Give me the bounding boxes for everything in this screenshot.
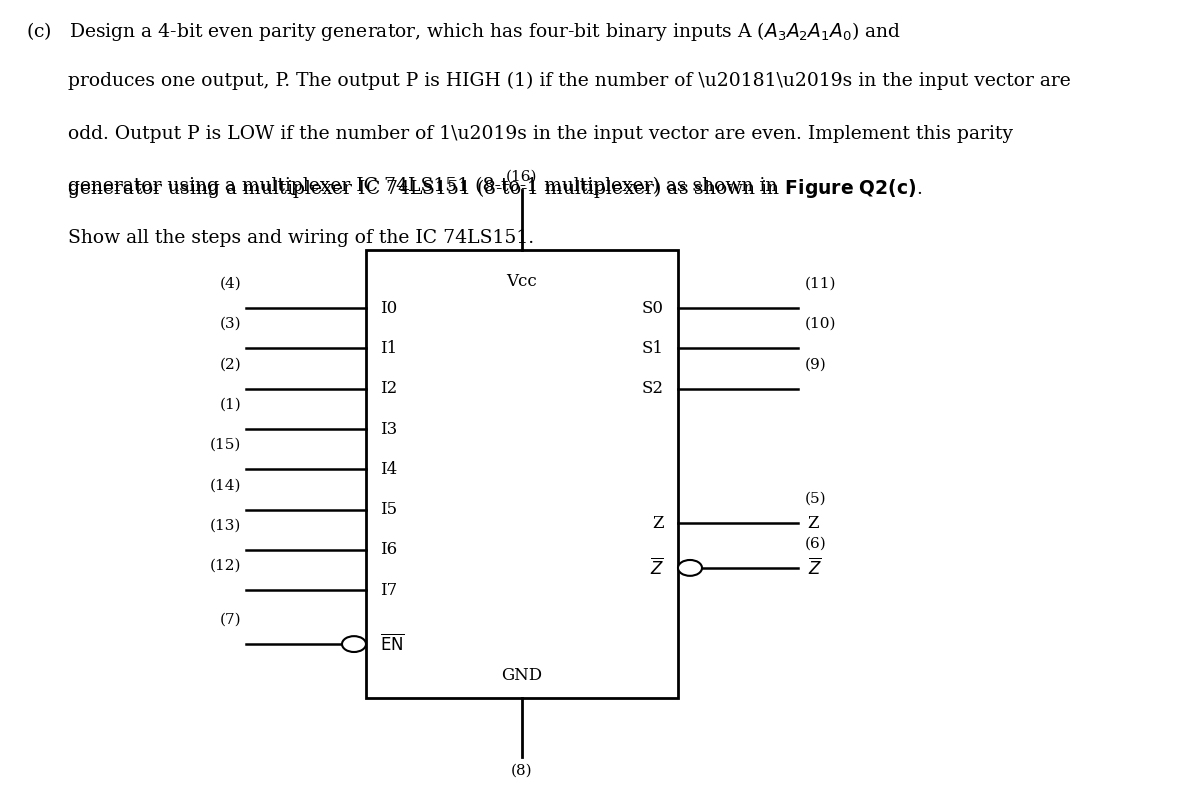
Text: (6): (6): [805, 536, 827, 550]
Text: I5: I5: [380, 501, 397, 518]
Text: (12): (12): [210, 559, 241, 573]
Text: (16): (16): [506, 170, 538, 184]
Text: (8): (8): [511, 764, 533, 778]
Text: I1: I1: [380, 340, 397, 357]
Text: (9): (9): [805, 357, 827, 371]
Text: (c)   Design a 4-bit even parity generator, which has four-bit binary inputs A (: (c) Design a 4-bit even parity generator…: [26, 20, 901, 43]
Text: (4): (4): [220, 277, 241, 290]
Circle shape: [342, 636, 366, 652]
Text: (11): (11): [805, 277, 836, 290]
Text: (2): (2): [220, 357, 241, 371]
Text: $\overline{Z}$: $\overline{Z}$: [808, 557, 822, 578]
Text: $\overline{\mathrm{EN}}$: $\overline{\mathrm{EN}}$: [380, 634, 406, 654]
Text: S1: S1: [642, 340, 664, 357]
Text: Show all the steps and wiring of the IC 74LS151.: Show all the steps and wiring of the IC …: [26, 229, 534, 247]
Text: (13): (13): [210, 519, 241, 533]
Bar: [366, 250, 678, 698]
Text: Vcc: Vcc: [506, 273, 538, 289]
Text: I6: I6: [380, 542, 397, 558]
Text: I4: I4: [380, 461, 397, 478]
Text: $\overline{Z}$: $\overline{Z}$: [649, 557, 664, 578]
Text: Z: Z: [652, 515, 664, 531]
Text: I2: I2: [380, 380, 397, 397]
Circle shape: [678, 560, 702, 576]
Text: (1): (1): [220, 397, 241, 412]
Text: (5): (5): [805, 492, 827, 506]
Text: (3): (3): [220, 317, 241, 331]
Text: I7: I7: [380, 582, 397, 599]
Text: (14): (14): [210, 478, 241, 492]
Text: generator using a multiplexer IC 74LS151 (8-to-1 multiplexer) as shown in: generator using a multiplexer IC 74LS151…: [26, 177, 784, 195]
Text: (10): (10): [805, 317, 836, 331]
Text: (7): (7): [220, 613, 241, 626]
Text: I3: I3: [380, 420, 397, 438]
Text: produces one output, P. The output P is HIGH (1) if the number of \u20181\u2019s: produces one output, P. The output P is …: [26, 72, 1072, 90]
Text: S0: S0: [642, 300, 664, 316]
Text: (15): (15): [210, 438, 241, 452]
Text: S2: S2: [642, 380, 664, 397]
Text: Z: Z: [808, 515, 820, 531]
Text: generator using a multiplexer IC 74LS151 (8-to-1 multiplexer) as shown in $\math: generator using a multiplexer IC 74LS151…: [26, 177, 923, 200]
Text: odd. Output P is LOW if the number of 1\u2019s in the input vector are even. Imp: odd. Output P is LOW if the number of 1\…: [26, 125, 1013, 143]
Text: GND: GND: [502, 667, 542, 684]
Text: I0: I0: [380, 300, 397, 316]
